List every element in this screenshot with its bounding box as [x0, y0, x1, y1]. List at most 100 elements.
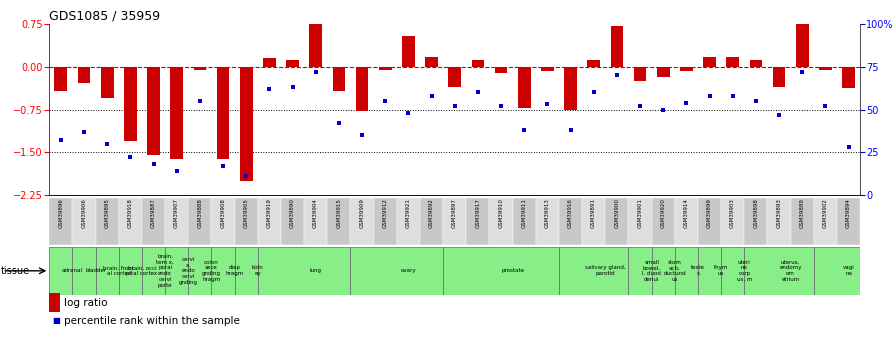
Text: GSM39912: GSM39912: [383, 198, 388, 228]
Bar: [651, 247, 675, 295]
Bar: [814, 198, 837, 245]
Bar: [536, 198, 559, 245]
Text: brain, occi
pital cortex: brain, occi pital cortex: [126, 265, 158, 276]
Bar: [675, 247, 698, 295]
Bar: [240, 67, 253, 181]
Bar: [721, 247, 745, 295]
Bar: [564, 67, 577, 109]
Text: GSM39907: GSM39907: [174, 198, 179, 228]
Bar: [633, 67, 646, 81]
Bar: [559, 247, 628, 295]
Bar: [745, 247, 814, 295]
Text: ovary: ovary: [401, 268, 417, 273]
Bar: [49, 247, 73, 295]
Bar: [768, 198, 790, 245]
Text: GSM39916: GSM39916: [568, 198, 573, 228]
Bar: [721, 198, 745, 245]
Text: GSM39917: GSM39917: [476, 198, 480, 228]
Text: GSM39905: GSM39905: [244, 198, 249, 228]
Bar: [263, 58, 276, 67]
Bar: [541, 67, 554, 71]
Text: prostate: prostate: [501, 268, 524, 273]
Text: GSM39913: GSM39913: [545, 198, 550, 228]
Text: teste
s: teste s: [691, 265, 705, 276]
Bar: [258, 198, 281, 245]
Bar: [188, 247, 211, 295]
Bar: [675, 198, 698, 245]
Bar: [559, 198, 582, 245]
Bar: [495, 67, 507, 72]
Bar: [142, 247, 165, 295]
Text: GSM39919: GSM39919: [267, 198, 271, 228]
Bar: [78, 67, 90, 83]
Text: GSM39887: GSM39887: [151, 198, 156, 228]
Text: GSM39901: GSM39901: [638, 198, 642, 228]
Text: GSM39900: GSM39900: [615, 198, 619, 228]
Bar: [651, 198, 675, 245]
Text: thym
us: thym us: [714, 265, 728, 276]
Bar: [448, 67, 461, 87]
Text: stom
ach,
ductund
us: stom ach, ductund us: [664, 260, 686, 282]
Bar: [426, 57, 438, 67]
Text: GSM39915: GSM39915: [336, 198, 341, 228]
Bar: [703, 57, 716, 67]
Bar: [165, 198, 188, 245]
Text: GSM39896: GSM39896: [58, 198, 64, 228]
Bar: [309, 20, 322, 67]
Bar: [582, 198, 606, 245]
Text: GSM39918: GSM39918: [128, 198, 133, 228]
Bar: [96, 247, 119, 295]
Bar: [420, 198, 444, 245]
Text: adrenal: adrenal: [62, 268, 83, 273]
Text: brain,
tem x,
poral
endo
cervi
porte: brain, tem x, poral endo cervi porte: [156, 254, 174, 288]
Bar: [750, 60, 762, 67]
Bar: [332, 67, 345, 91]
Bar: [124, 67, 137, 141]
Text: GSM39894: GSM39894: [846, 198, 851, 228]
Bar: [745, 198, 768, 245]
Bar: [814, 247, 860, 295]
Bar: [466, 198, 489, 245]
Text: GSM39910: GSM39910: [498, 198, 504, 228]
Bar: [350, 247, 444, 295]
Bar: [444, 247, 559, 295]
Text: GSM39889: GSM39889: [800, 198, 805, 228]
Bar: [397, 198, 420, 245]
Text: ■: ■: [52, 316, 60, 325]
Bar: [258, 247, 350, 295]
Bar: [379, 67, 392, 70]
Text: small
bowel,
l. duod
denui: small bowel, l. duod denui: [642, 260, 661, 282]
Text: GSM39893: GSM39893: [777, 198, 781, 228]
Bar: [286, 60, 299, 67]
Bar: [402, 36, 415, 67]
Bar: [101, 67, 114, 98]
Bar: [73, 198, 96, 245]
Bar: [606, 198, 628, 245]
Text: GSM39895: GSM39895: [105, 198, 109, 228]
Text: GSM39909: GSM39909: [359, 198, 365, 228]
Text: cervi
x,
endo
cervi
gnding: cervi x, endo cervi gnding: [179, 257, 198, 285]
Text: salivary gland,
parotid: salivary gland, parotid: [585, 265, 625, 276]
Bar: [698, 247, 721, 295]
Bar: [211, 247, 235, 295]
Text: GDS1085 / 35959: GDS1085 / 35959: [49, 10, 160, 23]
Bar: [188, 198, 211, 245]
Bar: [628, 247, 651, 295]
Text: GSM39892: GSM39892: [429, 198, 434, 228]
Text: GSM39920: GSM39920: [660, 198, 666, 228]
Text: GSM39921: GSM39921: [406, 198, 411, 228]
Bar: [281, 198, 304, 245]
Bar: [698, 198, 721, 245]
Bar: [235, 247, 258, 295]
Bar: [49, 198, 73, 245]
Bar: [327, 198, 350, 245]
Text: diap
hragm: diap hragm: [226, 265, 244, 276]
Bar: [304, 198, 327, 245]
Text: log ratio: log ratio: [64, 298, 108, 307]
Text: GSM39908: GSM39908: [220, 198, 226, 228]
Bar: [55, 67, 67, 91]
Bar: [588, 60, 600, 67]
Text: GSM39914: GSM39914: [684, 198, 689, 228]
Text: GSM39903: GSM39903: [730, 198, 736, 228]
Bar: [518, 67, 530, 108]
